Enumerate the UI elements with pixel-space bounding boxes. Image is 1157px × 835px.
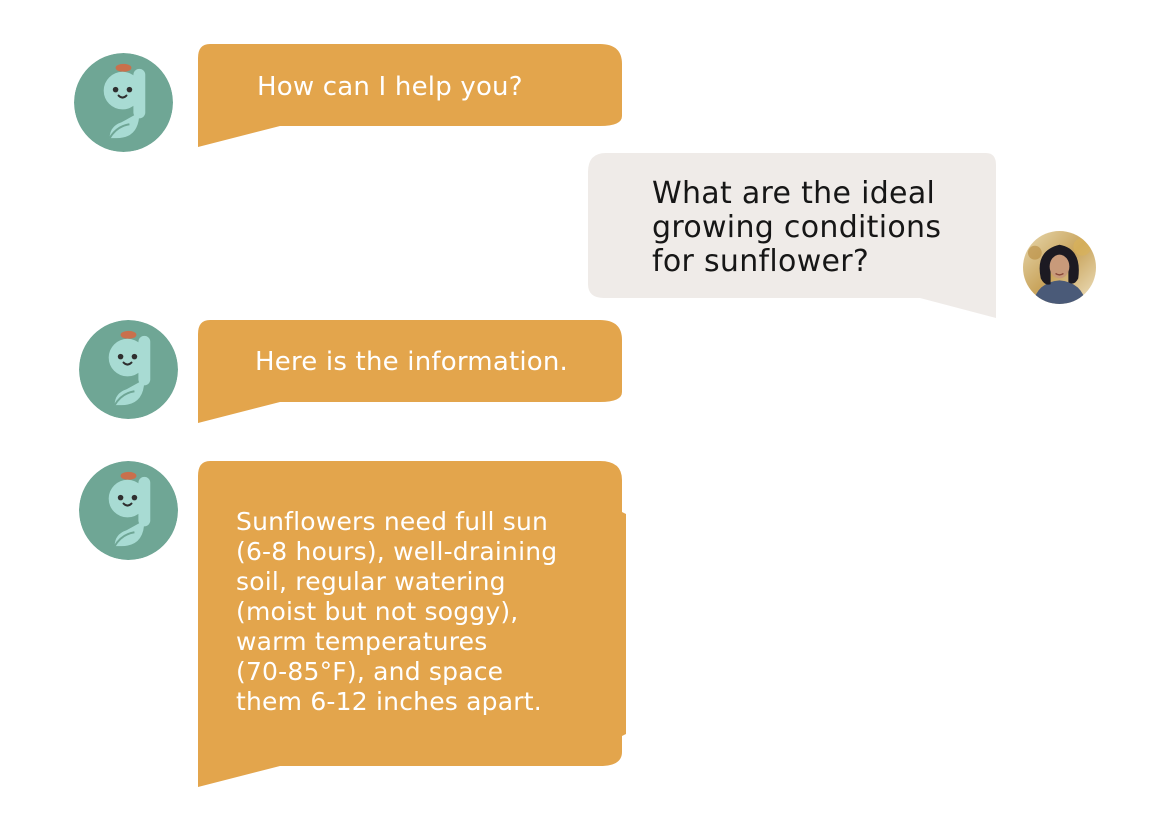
- bot-avatar: [79, 320, 178, 419]
- bot-bubble-3: [198, 461, 626, 787]
- bot-avatar: [74, 53, 173, 152]
- bot-g-mascot-icon: [74, 53, 173, 152]
- bot-avatar: [79, 461, 178, 560]
- bot-message-text: Here is the information.: [255, 347, 569, 377]
- bot-g-mascot-icon: [79, 461, 178, 560]
- user-avatar: [1023, 231, 1096, 304]
- bot-message-text: How can I help you?: [257, 72, 523, 102]
- bot-message-text: Sunflowers need full sun (6-8 hours), we…: [236, 507, 558, 716]
- user-bubble: [588, 153, 996, 318]
- bot-bubble-2: [198, 320, 622, 423]
- user-profile-photo: [1023, 231, 1096, 304]
- bot-bubble-1: [198, 44, 622, 147]
- user-message-text: What are the ideal growing conditions fo…: [652, 176, 942, 279]
- bot-g-mascot-icon: [79, 320, 178, 419]
